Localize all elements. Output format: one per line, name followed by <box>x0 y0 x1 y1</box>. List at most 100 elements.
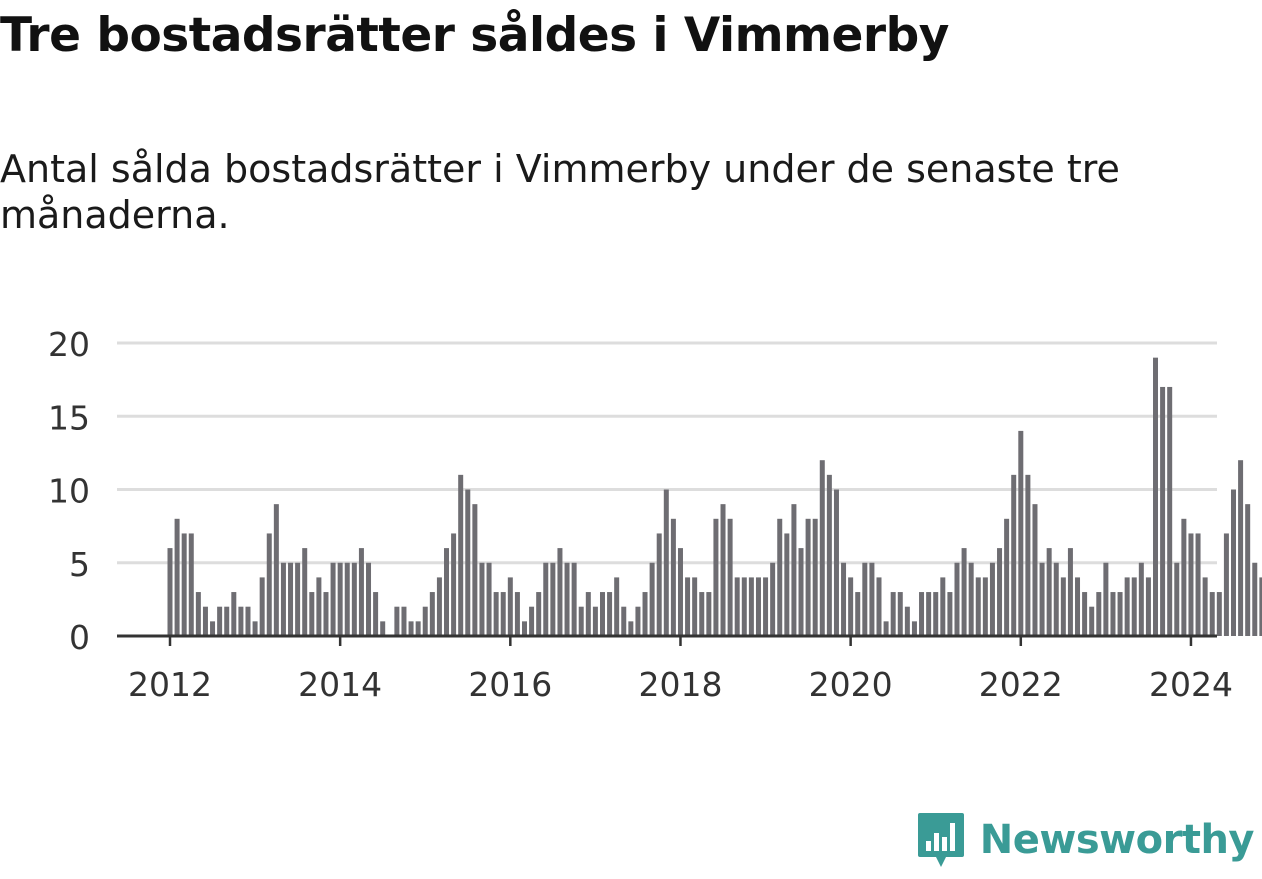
bar <box>1259 577 1262 636</box>
bar <box>493 592 499 636</box>
bar <box>202 606 208 636</box>
bar <box>855 592 861 636</box>
bar <box>1145 577 1151 636</box>
bar <box>919 592 925 636</box>
bar <box>763 577 769 636</box>
bar <box>394 606 400 636</box>
bar <box>1174 562 1180 636</box>
bar <box>692 577 698 636</box>
bar <box>1138 562 1144 636</box>
bar <box>436 577 442 636</box>
bar <box>288 562 294 636</box>
bar <box>947 592 953 636</box>
bar <box>841 562 847 636</box>
bar <box>1131 577 1137 636</box>
bar <box>926 592 932 636</box>
bar <box>366 562 372 636</box>
bar <box>890 592 896 636</box>
bar <box>741 577 747 636</box>
bar <box>784 533 790 636</box>
bar <box>358 548 364 636</box>
bar <box>167 548 173 636</box>
newsworthy-logo-icon <box>917 813 964 867</box>
x-tick-label: 2018 <box>638 665 722 704</box>
bar <box>1103 562 1109 636</box>
x-tick-label: 2022 <box>979 665 1063 704</box>
bar <box>713 518 719 636</box>
bar <box>557 548 563 636</box>
bar <box>628 621 634 636</box>
bar <box>1167 386 1173 636</box>
bar <box>848 577 854 636</box>
x-tick-label: 2012 <box>128 665 212 704</box>
bar <box>819 460 825 636</box>
bar <box>1082 592 1088 636</box>
bar <box>188 533 194 636</box>
bar <box>507 577 513 636</box>
bar <box>911 621 917 636</box>
bar <box>465 489 471 636</box>
bar <box>1160 386 1166 636</box>
x-tick-label: 2014 <box>298 665 382 704</box>
bar <box>642 592 648 636</box>
bar <box>451 533 457 636</box>
bar <box>543 562 549 636</box>
bar <box>1252 562 1258 636</box>
bar <box>975 577 981 636</box>
bar <box>791 504 797 636</box>
bar <box>798 548 804 636</box>
bar <box>685 577 691 636</box>
bar <box>472 504 478 636</box>
bar <box>1025 474 1031 636</box>
bar <box>656 533 662 636</box>
bar <box>280 562 286 636</box>
bar <box>302 548 308 636</box>
bar <box>578 606 584 636</box>
bar <box>415 621 421 636</box>
bar <box>833 489 839 636</box>
x-axis: 20122014201620182020202220242026 <box>117 634 1233 704</box>
bar <box>677 548 683 636</box>
bar <box>514 592 520 636</box>
y-tick-label: 5 <box>69 545 90 584</box>
bar <box>1011 474 1017 636</box>
bar <box>479 562 485 636</box>
bar <box>422 606 428 636</box>
bar <box>592 606 598 636</box>
bar <box>997 548 1003 636</box>
bar <box>649 562 655 636</box>
bar <box>1181 518 1187 636</box>
bar <box>1117 592 1123 636</box>
bar <box>770 562 776 636</box>
bar <box>812 518 818 636</box>
bar <box>635 606 641 636</box>
bar <box>295 562 301 636</box>
newsworthy-logo-text: Newsworthy <box>979 817 1255 863</box>
bar <box>734 577 740 636</box>
bar <box>954 562 960 636</box>
bar <box>1067 548 1073 636</box>
bar <box>344 562 350 636</box>
bar <box>522 621 527 636</box>
bar <box>670 518 676 636</box>
bar <box>1223 533 1229 636</box>
x-tick-label: 2016 <box>468 665 552 704</box>
bar <box>309 592 315 636</box>
chart-title: Tre bostadsrätter såldes i Vimmerby <box>0 8 949 63</box>
y-axis-labels: 0 5 10 15 20 <box>48 325 90 657</box>
bar <box>883 621 889 636</box>
bar <box>607 592 613 636</box>
bar <box>273 504 279 636</box>
bar <box>805 518 811 636</box>
bar <box>1231 489 1236 636</box>
bar <box>373 592 379 636</box>
x-tick-label: 2024 <box>1149 665 1233 704</box>
bar <box>1075 577 1081 636</box>
bar <box>720 504 726 636</box>
bar <box>1216 592 1222 636</box>
bar <box>330 562 336 636</box>
y-tick-label: 20 <box>48 325 90 364</box>
bar <box>1202 577 1208 636</box>
y-tick-label: 10 <box>48 472 90 511</box>
bar <box>564 562 570 636</box>
